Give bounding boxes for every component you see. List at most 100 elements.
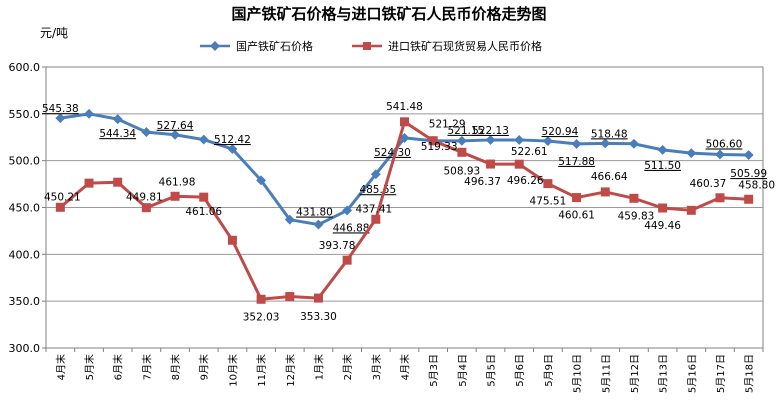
series-2-data-label: 458.80 xyxy=(738,179,775,191)
y-tick-label: 300.0 xyxy=(9,342,41,355)
series-1-point xyxy=(342,205,353,216)
series-1-data-label: 527.64 xyxy=(157,120,194,132)
series-1-data-label: 521.15 xyxy=(447,125,484,137)
series-1-data-label: 518.48 xyxy=(591,128,628,140)
chart-title: 国产铁矿石价格与进口铁矿石人民币价格走势图 xyxy=(231,5,546,23)
series-1-data-label: 511.50 xyxy=(644,160,681,172)
series-2-extra-label: 519.33 xyxy=(421,141,458,153)
series-2-data-label: 449.81 xyxy=(126,192,163,204)
series-1-data-label: 544.34 xyxy=(99,128,136,140)
series-2-extra-label: 522.61 xyxy=(511,146,548,158)
series-1-point xyxy=(686,148,697,159)
series-2-point xyxy=(313,293,323,303)
series-1-data-label: 522.13 xyxy=(472,125,509,137)
series-2-data-label: 541.48 xyxy=(386,101,423,113)
series-1-point xyxy=(313,219,324,230)
x-tick-label: 5月17日 xyxy=(715,354,727,393)
x-tick-label: 5月4日 xyxy=(457,354,469,387)
x-tick-label: 4月末 xyxy=(54,354,67,380)
x-tick-label: 5月6日 xyxy=(514,354,526,387)
series-2-data-label: 352.03 xyxy=(243,311,280,323)
legend-label-series-1: 国产铁矿石价格 xyxy=(236,39,313,53)
legend-marker-series-1 xyxy=(210,41,220,51)
x-tick-label: 7月末 xyxy=(140,354,153,380)
series-2-data-label: 449.46 xyxy=(644,220,681,232)
series-1-point xyxy=(743,150,754,161)
y-tick-label: 400.0 xyxy=(9,248,41,261)
series-2-point xyxy=(629,193,639,203)
series-2-data-label: 461.98 xyxy=(159,176,196,188)
x-tick-label: 4月末 xyxy=(399,354,412,380)
series-1-point xyxy=(198,134,209,145)
x-tick-label: 9月末 xyxy=(198,354,211,380)
series-2-point xyxy=(55,202,65,212)
series-2-data-label: 496.37 xyxy=(464,176,501,188)
series-1-data-label: 517.88 xyxy=(558,156,595,168)
series-2-data-label: 496.26 xyxy=(507,175,544,187)
series-1-point xyxy=(227,144,238,154)
series-2-data-label: 437.41 xyxy=(355,203,392,215)
y-tick-label: 500.0 xyxy=(9,155,41,168)
series-2-point xyxy=(486,159,496,169)
series-2-data-label: 475.51 xyxy=(530,196,567,208)
series-1-point xyxy=(55,113,66,124)
series-1-point xyxy=(456,135,467,146)
x-tick-label: 5月末 xyxy=(83,354,96,380)
series-1-data-label: 524.30 xyxy=(374,147,411,159)
series-1-point xyxy=(284,214,295,225)
series-2-data-label: 461.06 xyxy=(185,206,222,218)
series-2-data-label: 393.78 xyxy=(319,240,356,252)
series-2-point xyxy=(457,147,467,157)
x-tick-label: 5月12日 xyxy=(629,354,641,393)
series-2-point xyxy=(141,203,151,213)
series-1-point xyxy=(715,149,725,160)
x-tick-label: 1月末 xyxy=(312,354,325,380)
series-1-point xyxy=(571,138,582,149)
series-1-data-label: 512.42 xyxy=(214,134,251,146)
y-tick-label: 350.0 xyxy=(9,295,41,308)
y-tick-label: 600.0 xyxy=(9,61,41,74)
series-2-point xyxy=(686,205,696,215)
x-tick-label: 11月末 xyxy=(255,354,268,387)
x-tick-label: 5月18日 xyxy=(744,354,756,393)
series-2-point xyxy=(113,177,123,187)
series-1-data-label: 446.88 xyxy=(333,222,370,234)
series-2-point xyxy=(514,159,524,169)
series-1-point xyxy=(542,136,553,147)
series-1-point xyxy=(256,175,267,186)
series-2-point xyxy=(170,191,180,201)
series-2-data-label: 521.29 xyxy=(429,119,466,131)
series-2-point xyxy=(84,178,94,188)
series-1-data-label: 505.99 xyxy=(730,168,767,180)
series-2-point xyxy=(658,203,668,213)
x-tick-label: 5月3日 xyxy=(428,354,440,387)
x-tick-label: 5月10日 xyxy=(572,354,584,393)
series-1-point xyxy=(514,134,525,145)
plot-area: 300.0 350.0 400.0 450.0 500.0 550.0 600.0 4月末 5月… xyxy=(9,61,776,393)
x-tick-label: 5月11日 xyxy=(600,354,612,393)
series-1-point xyxy=(112,114,123,125)
series-2-point xyxy=(428,136,438,146)
series-1-point xyxy=(628,138,639,149)
series-1-point xyxy=(141,127,152,138)
series-2-point xyxy=(572,193,582,203)
y-axis-unit: 元/吨 xyxy=(40,26,68,40)
series-1-point xyxy=(657,144,668,155)
x-tick-label: 5月13日 xyxy=(658,354,670,393)
series-1-data-label: 485.55 xyxy=(359,184,396,196)
series-1-data-label: 520.94 xyxy=(542,126,579,138)
series-1-point xyxy=(170,129,181,140)
x-tick-label: 5月9日 xyxy=(543,354,555,387)
x-tick-label: 5月16日 xyxy=(686,354,698,393)
series-1-data-label: 506.60 xyxy=(706,138,743,150)
series-2-point xyxy=(199,192,209,202)
y-tick-label: 550.0 xyxy=(9,108,41,121)
series-2-point xyxy=(744,194,754,204)
series-2-data-label: 460.61 xyxy=(558,210,595,222)
series-2-point xyxy=(543,179,553,189)
series-1-point xyxy=(84,108,94,119)
x-tick-label: 3月末 xyxy=(370,354,383,380)
series-2-point xyxy=(371,214,381,224)
series-2-point xyxy=(600,187,610,197)
series-2-point xyxy=(715,193,725,203)
